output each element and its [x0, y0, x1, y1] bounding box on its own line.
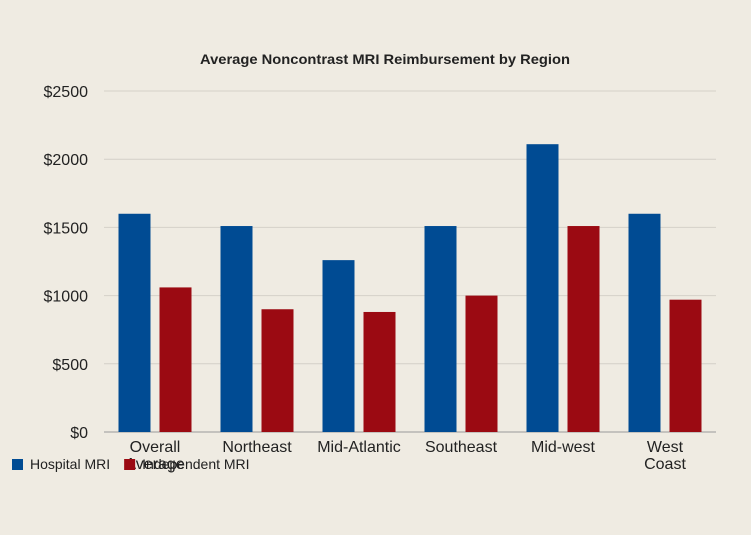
x-tick-label: Southeast [425, 439, 498, 456]
y-tick-label: $1000 [44, 289, 89, 306]
y-tick-label: $1500 [44, 220, 89, 237]
bar [424, 226, 457, 432]
bar [220, 226, 253, 432]
x-tick-label: Mid-west [531, 439, 596, 456]
y-tick-label: $0 [70, 425, 88, 442]
x-tick-label: Northeast [222, 439, 292, 456]
bar [159, 287, 192, 432]
bar [567, 226, 600, 432]
legend-label: Independent MRI [142, 456, 249, 472]
legend-swatch [124, 459, 136, 470]
x-tick-label: West Coast [644, 439, 686, 473]
bar [628, 213, 661, 432]
bar [261, 309, 294, 432]
x-tick-label: Overall Average [125, 439, 184, 473]
chart-title: Average Noncontrast MRI Reimbursement by… [200, 51, 570, 67]
bar [363, 311, 396, 432]
bar [465, 295, 498, 432]
bar [118, 213, 151, 432]
legend-label: Hospital MRI [30, 456, 110, 472]
y-tick-label: $2000 [44, 152, 89, 169]
y-tick-label: $500 [52, 357, 88, 374]
legend-swatch [12, 459, 23, 470]
bar [669, 299, 702, 432]
bar [322, 260, 355, 432]
y-tick-label: $2500 [44, 84, 89, 101]
x-tick-label: Mid-Atlantic [317, 439, 401, 456]
bar [526, 144, 559, 433]
